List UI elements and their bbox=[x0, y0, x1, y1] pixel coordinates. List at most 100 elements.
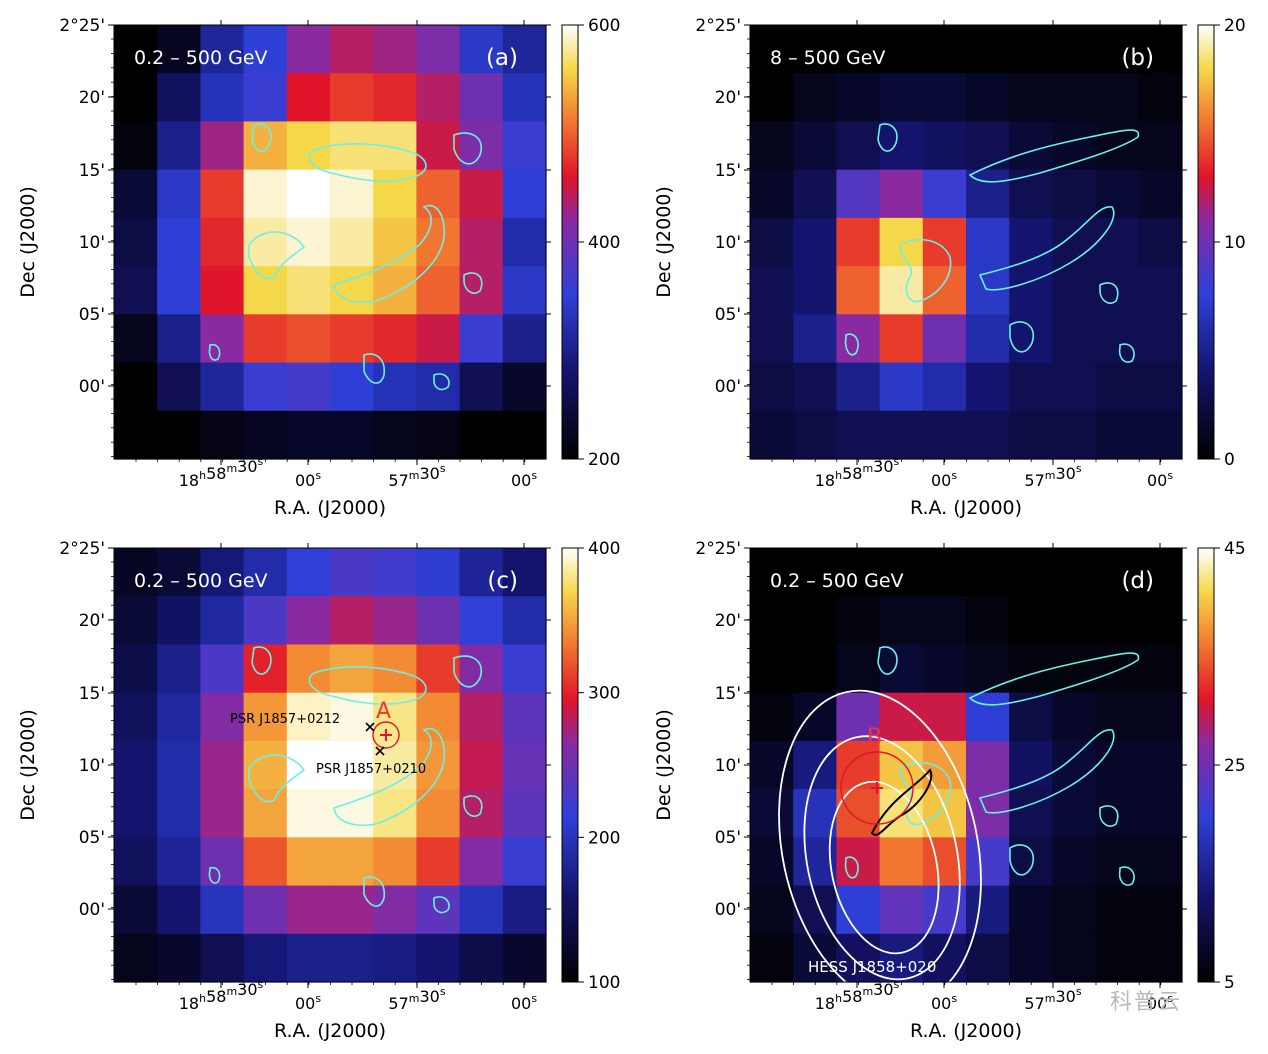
heatmap-cell bbox=[922, 362, 967, 412]
heatmap-cell bbox=[286, 217, 331, 267]
x-tick-label: 18h58m30s bbox=[815, 978, 900, 1013]
heatmap-cell bbox=[502, 266, 547, 315]
heatmap-cell bbox=[793, 548, 837, 597]
heatmap-cell bbox=[286, 266, 331, 315]
heatmap-cell bbox=[157, 692, 201, 742]
heatmap-cell bbox=[373, 410, 417, 460]
radio-contour bbox=[1118, 866, 1135, 886]
radio-contour bbox=[251, 123, 272, 152]
heatmap-cell bbox=[502, 692, 547, 742]
heatmap-cell bbox=[1052, 314, 1097, 364]
x-tick-label: 18h58m30s bbox=[179, 455, 264, 490]
heatmap-cell bbox=[157, 121, 201, 171]
heatmap-cell bbox=[416, 121, 461, 171]
heatmap-cell bbox=[200, 740, 245, 790]
heatmap-cell bbox=[922, 121, 967, 171]
heatmap-cell bbox=[114, 789, 158, 838]
heatmap-cell bbox=[966, 596, 1010, 646]
heatmap-cell bbox=[286, 596, 331, 646]
heatmap-cell bbox=[243, 789, 288, 838]
heatmap-cell bbox=[157, 314, 201, 364]
heatmap-cell bbox=[750, 410, 794, 460]
heatmap-cell bbox=[750, 25, 794, 74]
heatmap-cell bbox=[200, 266, 245, 315]
heatmap-cell bbox=[1052, 837, 1097, 887]
y-axis-label: Dec (J2000) bbox=[17, 186, 39, 298]
heatmap-cell bbox=[922, 548, 967, 597]
heatmap-cell bbox=[200, 314, 245, 364]
pulsar-marker bbox=[365, 722, 375, 732]
heatmap-cell bbox=[416, 314, 461, 364]
x-tick-label: 57m30s bbox=[1024, 985, 1081, 1013]
heatmap-cell bbox=[1052, 596, 1097, 646]
heatmap-cell bbox=[502, 548, 547, 597]
y-tick-label: 2°25' bbox=[695, 16, 741, 36]
heatmap-cell bbox=[1009, 789, 1053, 838]
heatmap-cell bbox=[922, 314, 967, 364]
heatmap-cell bbox=[373, 933, 417, 983]
heatmap-cell bbox=[879, 266, 924, 315]
heatmap-cell bbox=[966, 548, 1010, 597]
heatmap-cell bbox=[416, 596, 461, 646]
heatmap-cell bbox=[330, 25, 374, 74]
heatmap-cell bbox=[243, 314, 288, 364]
heatmap-cell bbox=[200, 644, 245, 694]
heatmap-cell bbox=[1009, 25, 1053, 74]
heatmap-cell bbox=[416, 644, 461, 694]
heatmap-cell bbox=[793, 266, 837, 315]
heatmap-cell bbox=[1095, 644, 1140, 694]
heatmap-cell bbox=[373, 596, 417, 646]
heatmap-cell bbox=[1095, 837, 1140, 887]
heatmap-cell bbox=[1009, 217, 1053, 267]
y-tick-label: 10' bbox=[715, 233, 741, 253]
heatmap-cell bbox=[1138, 740, 1183, 790]
x-tick-label: 18h58m30s bbox=[179, 978, 264, 1013]
radio-contour bbox=[453, 655, 483, 688]
heatmap-cell bbox=[879, 362, 924, 412]
heatmap-cell bbox=[157, 644, 201, 694]
watermark: 科普云 bbox=[1110, 990, 1183, 1015]
heatmap-cells bbox=[114, 548, 547, 983]
heatmap-cell bbox=[330, 314, 374, 364]
radio-contour bbox=[968, 652, 1140, 706]
heatmap-cell bbox=[1052, 25, 1097, 74]
heatmap-cell bbox=[502, 73, 547, 123]
heatmap-cell bbox=[157, 885, 201, 935]
heatmap-cell bbox=[1009, 596, 1053, 646]
heatmap-cell bbox=[922, 169, 967, 219]
heatmap-cell bbox=[750, 933, 794, 983]
heatmap-cell bbox=[243, 837, 288, 887]
heatmap-cell bbox=[836, 266, 881, 315]
heatmap-cell bbox=[114, 217, 158, 267]
heatmap-cell bbox=[793, 596, 837, 646]
heatmap-cell bbox=[1138, 596, 1183, 646]
colorbar-tick-label: 200 bbox=[588, 828, 620, 848]
heatmap-cell bbox=[879, 596, 924, 646]
heatmap-cell bbox=[373, 885, 417, 935]
x-tick-label: 57m30s bbox=[388, 462, 445, 490]
heatmap-cell bbox=[922, 644, 967, 694]
heatmap-cell bbox=[286, 410, 331, 460]
heatmap-cell bbox=[243, 885, 288, 935]
heatmap-cell bbox=[114, 692, 158, 742]
heatmap-cell bbox=[793, 169, 837, 219]
panel-label: (c) bbox=[487, 568, 518, 594]
heatmap-cell bbox=[114, 121, 158, 171]
heatmap-cell bbox=[922, 266, 967, 315]
heatmap-cell bbox=[922, 692, 967, 742]
heatmap-cell bbox=[502, 314, 547, 364]
hess-label: HESS J1858+020 bbox=[808, 958, 936, 976]
heatmap-cell bbox=[1138, 692, 1183, 742]
radio-contour bbox=[248, 754, 306, 803]
radio-contour bbox=[1009, 844, 1035, 876]
heatmap-cell bbox=[157, 740, 201, 790]
heatmap-cell bbox=[1138, 217, 1183, 267]
x-tick-label: 57m30s bbox=[388, 985, 445, 1013]
x-tick-label: 00s bbox=[511, 469, 537, 490]
heatmap-cell bbox=[286, 73, 331, 123]
heatmap-cell bbox=[200, 25, 245, 74]
heatmap-cell bbox=[157, 217, 201, 267]
heatmap-cell bbox=[1052, 362, 1097, 412]
source-b-label: B bbox=[867, 725, 882, 750]
panel-label: (d) bbox=[1121, 568, 1154, 594]
